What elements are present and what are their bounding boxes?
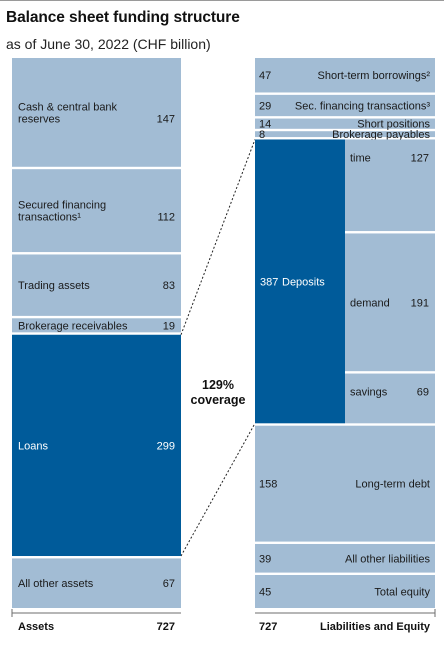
asset-bar-loans (12, 334, 181, 557)
top-rule (0, 0, 444, 1)
asset-bar-trading-assets (12, 254, 181, 316)
liability-value-short-positions: 14 (259, 119, 271, 131)
asset-label-brokerage-receivables: Brokerage receivables (18, 320, 128, 332)
liability-value-long-term-debt: 158 (259, 479, 277, 491)
deposit-label-time: time (350, 152, 371, 164)
liability-label-all-other-liabilities: All other liabilities (345, 553, 430, 565)
asset-label-trading-assets: Trading assets (18, 280, 90, 292)
assets-total-value: 727 (157, 621, 175, 633)
liability-bar-short-positions (255, 118, 435, 129)
deposit-bar-time (345, 139, 435, 232)
asset-value-brokerage-receivables: 19 (163, 320, 175, 332)
asset-value-all-other-assets: 67 (163, 578, 175, 590)
connector-line-bottom (180, 423, 256, 557)
deposits-bar (255, 139, 345, 424)
deposit-bar-demand (345, 233, 435, 372)
deposits-label: Deposits (282, 276, 325, 288)
asset-label-loans: Loans (18, 440, 48, 452)
connector-line-top (180, 139, 256, 335)
liabilities-total-label: Liabilities and Equity (320, 621, 431, 633)
asset-bar-brokerage-receivables (12, 318, 181, 333)
asset-label-secured-financing-transactions-1: Secured financing (18, 200, 106, 212)
liability-value-brokerage-payables: 8 (259, 129, 265, 141)
liabilities-total-value: 727 (259, 621, 277, 633)
deposit-label-demand: demand (350, 297, 390, 309)
asset-value-cash-central-bank-reserves: 147 (157, 113, 175, 125)
liability-bar-short-term-borrowings (255, 58, 435, 93)
chart-title: Balance sheet funding structure (6, 9, 240, 26)
liability-label-total-equity: Total equity (374, 586, 430, 598)
liability-bar-total-equity (255, 574, 435, 608)
liability-value-total-equity: 45 (259, 586, 271, 598)
deposit-label-savings: savings (350, 387, 388, 399)
liability-label-short-term-borrowings: Short-term borrowings² (318, 70, 431, 82)
asset-bar-all-other-assets (12, 558, 181, 608)
deposit-bar-savings (345, 373, 435, 424)
liability-label-sec-financing-transactions: Sec. financing transactions³ (295, 101, 430, 113)
liability-value-sec-financing-transactions: 29 (259, 101, 271, 113)
liability-label-long-term-debt: Long-term debt (355, 479, 430, 491)
deposit-value-demand: 191 (411, 297, 429, 309)
asset-value-secured-financing-transactions: 112 (157, 212, 175, 224)
asset-label-cash-central-bank-reserves-2: reserves (18, 113, 61, 125)
connector-lines (180, 139, 256, 557)
asset-bar-cash-central-bank-reserves (12, 58, 181, 167)
deposit-value-time: 127 (411, 152, 429, 164)
asset-value-loans: 299 (157, 440, 175, 452)
liability-value-short-term-borrowings: 47 (259, 70, 271, 82)
asset-label-cash-central-bank-reserves-1: Cash & central bank (18, 101, 118, 113)
coverage-label-group: 129%coverage (191, 378, 246, 407)
liability-value-all-other-liabilities: 39 (259, 553, 271, 565)
liability-bar-all-other-liabilities (255, 543, 435, 573)
chart-subtitle: as of June 30, 2022 (CHF billion) (6, 36, 211, 52)
totals-row: Assets 727 727 Liabilities and Equity (11, 609, 436, 633)
assets-total-label: Assets (18, 621, 54, 633)
liability-bar-long-term-debt (255, 425, 435, 542)
deposit-value-savings: 69 (417, 387, 429, 399)
liabilities-column: 47 Short-term borrowings² 29 Sec. financing… (255, 58, 435, 608)
asset-bar-secured-financing-transactions (12, 169, 181, 253)
liability-bar-brokerage-payables (255, 131, 435, 138)
liability-label-brokerage-payables: Brokerage payables (332, 129, 430, 141)
liability-bar-sec-financing-transactions (255, 94, 435, 117)
deposits-value: 387 (260, 276, 278, 288)
asset-label-all-other-assets: All other assets (18, 578, 94, 590)
asset-label-secured-financing-transactions-2: transactions¹ (18, 212, 81, 224)
liability-label-short-positions: Short positions (357, 119, 430, 131)
coverage-label-1: 129% (202, 378, 234, 392)
asset-value-trading-assets: 83 (163, 280, 175, 292)
coverage-label-2: coverage (191, 393, 246, 407)
